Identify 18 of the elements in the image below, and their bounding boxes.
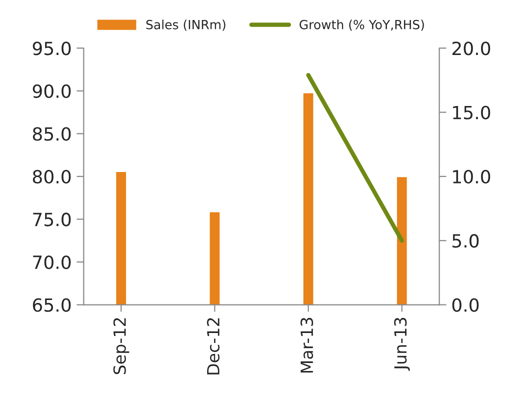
y2-tick-label: 10.0 [453,170,490,184]
x-tick-label: Mar-13 [300,318,314,373]
x-tick-label: Dec-12 [206,318,220,374]
y-tick-label: 70.0 [33,255,71,270]
x-tick-label: Sep-12 [113,318,130,374]
y2-tick-label: 15.0 [453,106,490,120]
legend-label: Sales (INRm) [146,20,226,31]
y-tick-label: 80.0 [32,170,71,184]
y-tick-label: 75.0 [33,212,71,226]
y2-tick-label: 20.0 [452,42,490,56]
y-tick-label: 65.0 [32,298,71,312]
y-tick-label: 90.0 [32,84,71,98]
legend-label: Growth (% YoY,RHS) [300,20,424,31]
x-tick-label: Jun-13 [394,318,410,371]
y2-tick-label: 5.0 [452,234,479,248]
y2-tick-label: 0.0 [452,298,479,312]
y-tick-label: 85.0 [32,127,71,141]
y-tick-label: 95.0 [32,42,71,56]
